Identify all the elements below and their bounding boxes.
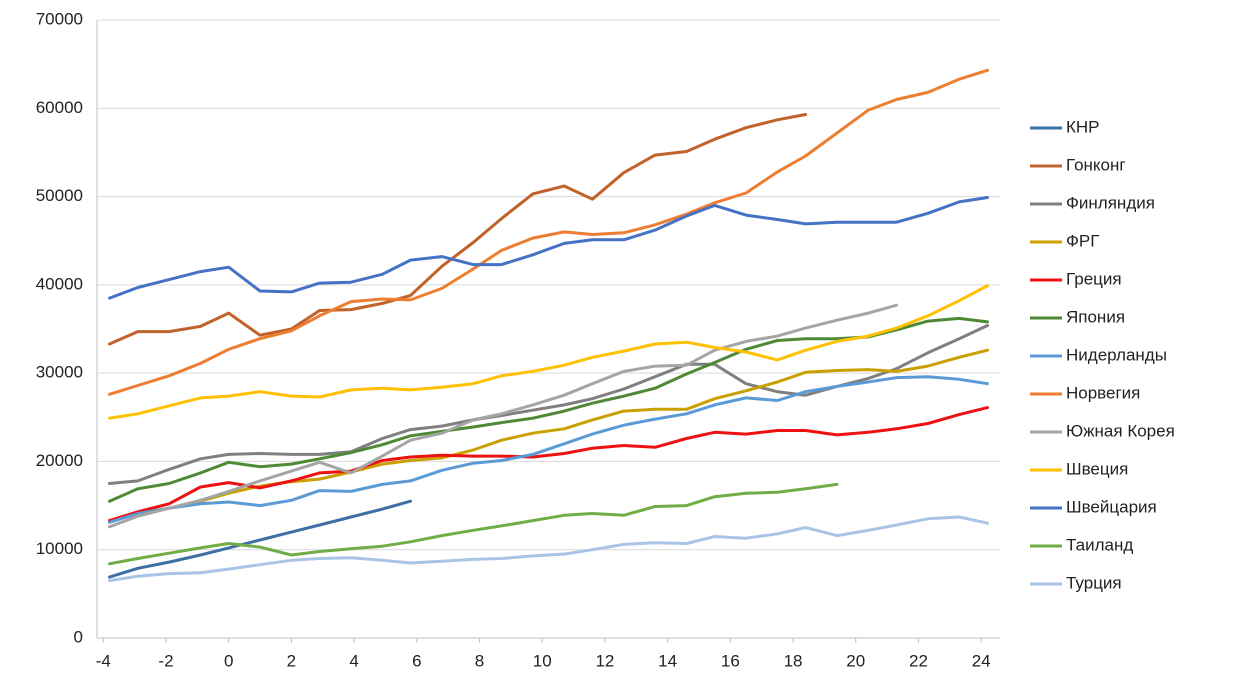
x-tick-label: 18 [784, 651, 803, 670]
series-line [108, 348, 989, 523]
legend-label: Греция [1066, 269, 1122, 288]
x-tick-label: -2 [158, 651, 173, 670]
x-tick-label: 24 [972, 651, 991, 670]
x-tick-label: 12 [595, 651, 614, 670]
series-line [108, 482, 839, 566]
x-tick-label: 4 [349, 651, 358, 670]
series-line [108, 284, 989, 420]
legend-label: Финляндия [1066, 193, 1155, 212]
legend-label: Швеция [1066, 459, 1128, 478]
y-tick-label: 20000 [36, 451, 83, 470]
x-tick-label: -4 [96, 651, 111, 670]
x-tick-label: 2 [287, 651, 296, 670]
y-tick-label: 70000 [36, 9, 83, 28]
x-tick-label: 14 [658, 651, 677, 670]
series-line [108, 68, 989, 396]
series-line [108, 515, 989, 583]
series-line [108, 324, 989, 485]
legend-label: КНР [1066, 117, 1100, 136]
legend-label: Нидерланды [1066, 345, 1167, 364]
x-tick-label: 16 [721, 651, 740, 670]
x-tick-label: 0 [224, 651, 233, 670]
series-line [108, 303, 898, 529]
legend-label: Таиланд [1066, 535, 1133, 554]
x-tick-label: 22 [909, 651, 928, 670]
legend-label: Южная Корея [1066, 421, 1175, 440]
legend-label: Гонконг [1066, 155, 1126, 174]
series-line [108, 499, 412, 579]
legend-label: ФРГ [1066, 231, 1099, 250]
y-tick-label: 40000 [36, 274, 83, 293]
y-tick-label: 30000 [36, 363, 83, 382]
x-tick-label: 20 [846, 651, 865, 670]
series-line [108, 406, 989, 523]
legend-label: Турция [1066, 573, 1122, 592]
series-line [108, 316, 989, 503]
x-tick-label: 6 [412, 651, 421, 670]
y-tick-label: 10000 [36, 539, 83, 558]
x-tick-label: 10 [533, 651, 552, 670]
x-tick-label: 8 [475, 651, 484, 670]
y-tick-label: 60000 [36, 98, 83, 117]
legend-label: Норвегия [1066, 383, 1140, 402]
y-tick-label: 0 [74, 627, 83, 646]
series-line [108, 375, 989, 524]
y-tick-label: 50000 [36, 186, 83, 205]
series-line [108, 196, 989, 300]
series-line [108, 113, 808, 346]
legend-label: Швейцария [1066, 497, 1157, 516]
legend-label: Япония [1066, 307, 1125, 326]
